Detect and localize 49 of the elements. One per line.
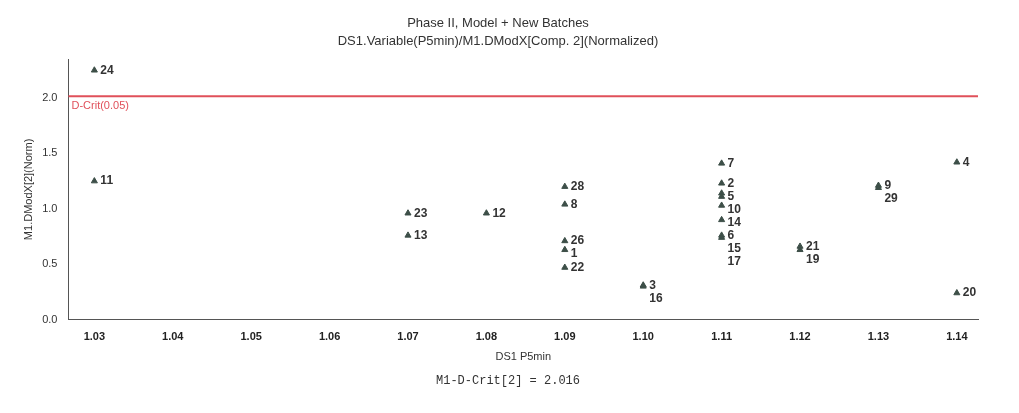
ref-line-label: D-Crit(0.05) bbox=[71, 98, 129, 111]
annotation: 6 bbox=[727, 227, 735, 242]
annotation: 21 bbox=[806, 238, 820, 253]
annotation: 15 bbox=[727, 240, 742, 255]
x-tick-label: 1.11 bbox=[711, 330, 733, 343]
annotation: 4 bbox=[962, 154, 970, 169]
annotation: 20 bbox=[962, 285, 977, 300]
x-tick-label: 1.09 bbox=[554, 330, 576, 343]
chart-title: Phase II, Model + New Batches bbox=[407, 15, 590, 31]
x-tick-label: 1.03 bbox=[83, 330, 106, 343]
x-tick-label: 1.07 bbox=[397, 330, 419, 343]
annotation: 19 bbox=[806, 251, 820, 266]
x-tick-label: 1.10 bbox=[632, 330, 654, 343]
x-tick-label: 1.04 bbox=[162, 330, 185, 343]
annotation: 24 bbox=[100, 62, 115, 77]
annotation: 14 bbox=[727, 214, 742, 229]
annotation: 12 bbox=[492, 205, 507, 220]
annotation: 8 bbox=[570, 196, 578, 211]
annotation: 23 bbox=[413, 205, 428, 220]
text: M1-D-Crit[2] = 2.016 bbox=[435, 374, 581, 388]
y-tick-label: 0.5 bbox=[42, 257, 58, 270]
annotation: 28 bbox=[570, 178, 585, 193]
x-tick-label: 1.06 bbox=[318, 330, 341, 343]
chart-subtitle: DS1.Variable(P5min)/M1.DModX[Comp. 2](Normalized) bbox=[337, 32, 659, 48]
y-tick-label: 2.0 bbox=[42, 91, 58, 104]
annotation: 26 bbox=[570, 233, 585, 248]
annotation: 2 bbox=[727, 175, 735, 190]
annotation: 13 bbox=[413, 227, 428, 242]
x-tick-label: 1.05 bbox=[240, 330, 262, 343]
x-tick-label: 1.12 bbox=[789, 330, 811, 343]
x-tick-label: 1.14 bbox=[946, 330, 969, 343]
x-tick-label: 1.08 bbox=[475, 330, 498, 343]
y-axis-title: M1.DModX[2](Norm) bbox=[21, 138, 34, 241]
annotation: 5 bbox=[727, 188, 735, 203]
annotation: 11 bbox=[100, 173, 114, 188]
annotation: 7 bbox=[727, 155, 735, 170]
annotation: 29 bbox=[884, 190, 899, 205]
y-tick-label: 1.5 bbox=[42, 146, 58, 159]
y-tick-label: 1.0 bbox=[42, 201, 58, 214]
y-tick-label: 0.0 bbox=[42, 312, 58, 325]
annotation: 3 bbox=[649, 277, 657, 292]
annotation: 17 bbox=[727, 253, 742, 268]
annotation: 9 bbox=[884, 177, 892, 192]
annotation: 1 bbox=[570, 246, 578, 261]
annotation: 10 bbox=[727, 201, 742, 216]
annotation: 22 bbox=[570, 259, 585, 274]
annotation: 16 bbox=[649, 290, 663, 305]
x-tick-label: 1.13 bbox=[867, 330, 890, 343]
x-axis-title: DS1 P5min bbox=[495, 350, 552, 363]
